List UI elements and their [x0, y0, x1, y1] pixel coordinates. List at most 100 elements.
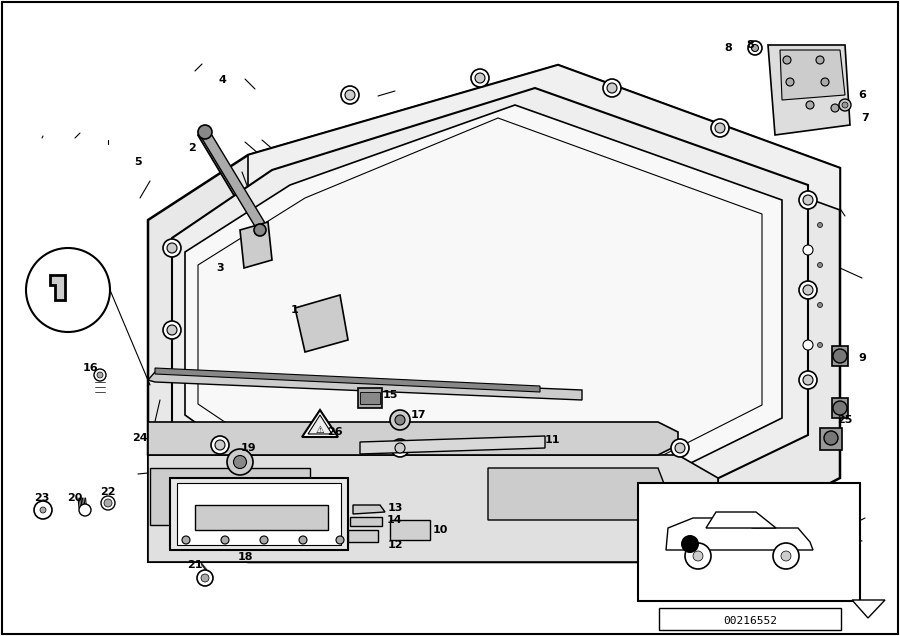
Circle shape [816, 56, 824, 64]
Circle shape [806, 101, 814, 109]
Polygon shape [195, 505, 328, 530]
Circle shape [773, 543, 799, 569]
Polygon shape [50, 275, 65, 300]
Circle shape [715, 123, 725, 133]
Circle shape [803, 375, 813, 385]
Text: 18: 18 [238, 552, 253, 562]
Polygon shape [170, 478, 348, 550]
Circle shape [390, 410, 410, 430]
Text: 3: 3 [216, 263, 224, 273]
Text: 17: 17 [410, 410, 426, 420]
Circle shape [799, 281, 817, 299]
Text: ⚠: ⚠ [316, 425, 324, 435]
Circle shape [681, 535, 699, 553]
Text: 20: 20 [68, 493, 83, 503]
Circle shape [182, 536, 190, 544]
Circle shape [817, 343, 823, 347]
Circle shape [685, 543, 711, 569]
Circle shape [345, 90, 355, 100]
Text: 4: 4 [218, 75, 226, 85]
Text: 24: 24 [132, 433, 148, 443]
Polygon shape [148, 455, 718, 562]
Polygon shape [248, 65, 840, 210]
Text: 26: 26 [328, 427, 343, 437]
Circle shape [395, 443, 405, 453]
Polygon shape [302, 410, 338, 437]
Polygon shape [832, 398, 848, 418]
Circle shape [748, 41, 762, 55]
Text: 9: 9 [858, 353, 866, 363]
Circle shape [167, 325, 177, 335]
Polygon shape [852, 600, 885, 618]
Circle shape [803, 285, 813, 295]
Circle shape [79, 504, 91, 516]
Circle shape [341, 86, 359, 104]
Polygon shape [706, 512, 776, 528]
Bar [659, 608, 841, 630]
Circle shape [104, 499, 112, 507]
Polygon shape [295, 295, 348, 352]
Polygon shape [350, 517, 382, 526]
Circle shape [211, 436, 229, 454]
Circle shape [799, 191, 817, 209]
Text: 6: 6 [858, 90, 866, 100]
Polygon shape [768, 45, 850, 135]
Circle shape [201, 574, 209, 582]
Polygon shape [177, 483, 341, 545]
Polygon shape [488, 468, 678, 520]
Circle shape [786, 78, 794, 86]
Circle shape [675, 443, 685, 453]
Text: 19: 19 [240, 443, 256, 453]
Circle shape [163, 321, 181, 339]
Polygon shape [185, 105, 782, 492]
Text: 13: 13 [387, 503, 402, 513]
Circle shape [824, 431, 838, 445]
Text: 12: 12 [387, 540, 403, 550]
Circle shape [833, 349, 847, 363]
Circle shape [817, 303, 823, 307]
Polygon shape [390, 520, 430, 540]
Circle shape [163, 239, 181, 257]
Circle shape [299, 536, 307, 544]
Polygon shape [780, 50, 845, 100]
Circle shape [475, 73, 485, 83]
Circle shape [803, 195, 813, 205]
Circle shape [803, 245, 813, 255]
Polygon shape [198, 132, 268, 228]
Polygon shape [240, 222, 272, 268]
Circle shape [817, 263, 823, 268]
Circle shape [831, 104, 839, 112]
Circle shape [233, 455, 247, 469]
Circle shape [471, 69, 489, 87]
Circle shape [94, 369, 106, 381]
Polygon shape [198, 118, 762, 478]
Circle shape [254, 224, 266, 236]
Polygon shape [666, 518, 813, 550]
Text: 23: 23 [34, 493, 50, 503]
Circle shape [693, 551, 703, 561]
Circle shape [799, 371, 817, 389]
Circle shape [833, 401, 847, 415]
Circle shape [197, 570, 213, 586]
Circle shape [34, 501, 52, 519]
Text: 5: 5 [134, 157, 142, 167]
Polygon shape [820, 428, 842, 450]
Circle shape [198, 125, 212, 139]
Circle shape [803, 340, 813, 350]
Bar [638, 483, 860, 601]
Text: 25: 25 [837, 415, 852, 425]
Circle shape [101, 496, 115, 510]
Circle shape [167, 243, 177, 253]
Polygon shape [172, 88, 808, 512]
Circle shape [215, 440, 225, 450]
Circle shape [781, 551, 791, 561]
Text: 15: 15 [382, 390, 398, 400]
Polygon shape [150, 468, 310, 525]
Circle shape [839, 99, 851, 111]
Polygon shape [358, 388, 382, 408]
Text: 16: 16 [82, 363, 98, 373]
Polygon shape [348, 530, 378, 542]
Circle shape [752, 45, 759, 52]
Circle shape [40, 507, 46, 513]
Polygon shape [148, 455, 718, 562]
